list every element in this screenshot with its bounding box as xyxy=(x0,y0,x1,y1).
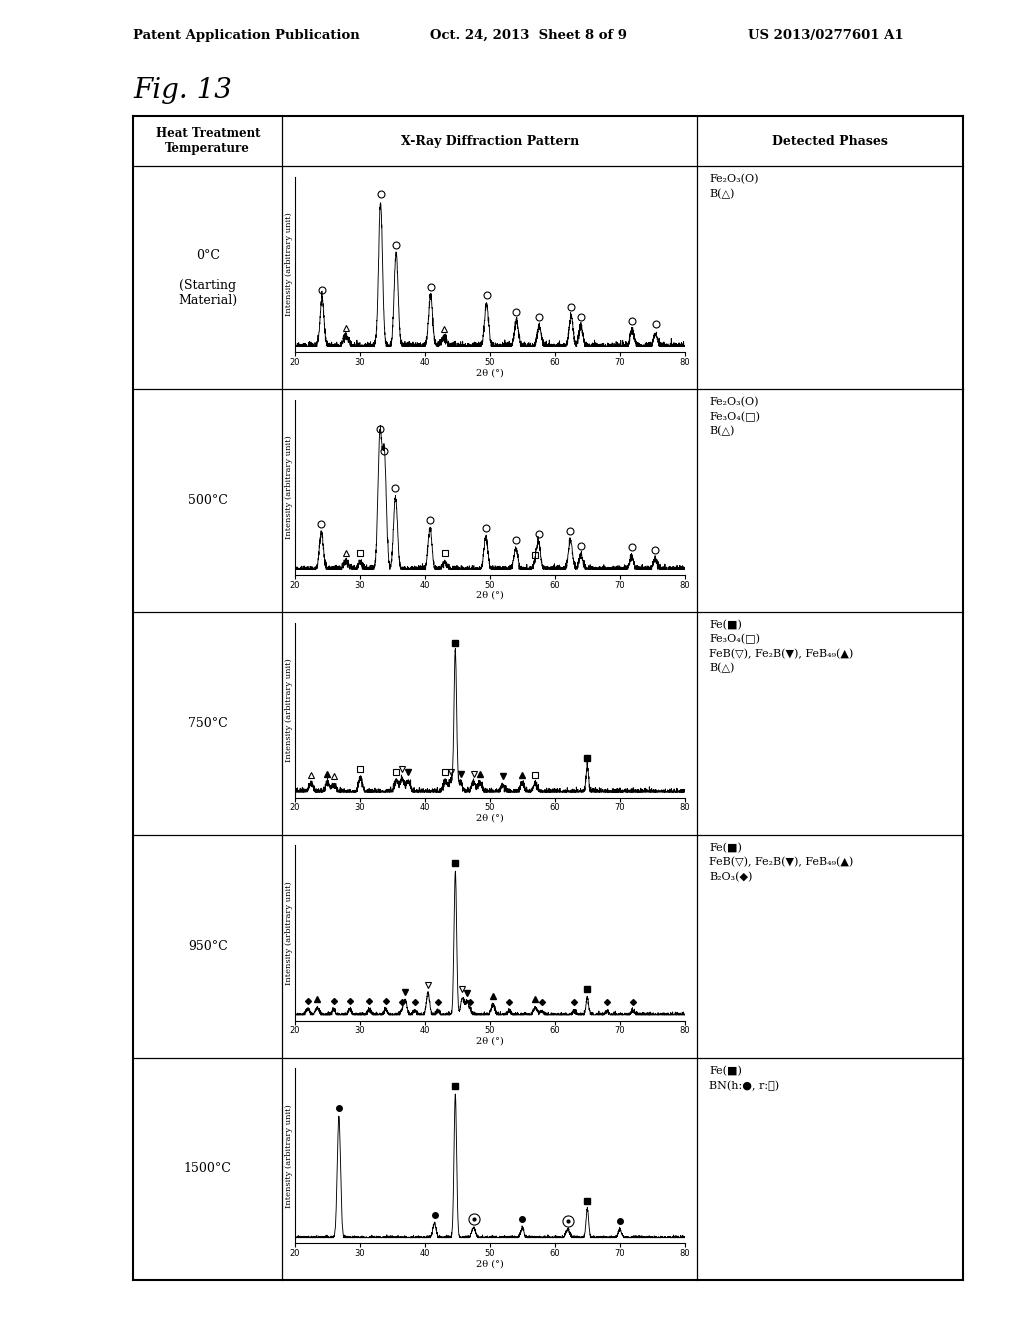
Text: Patent Application Publication: Patent Application Publication xyxy=(133,29,359,42)
Text: Fe(■)
Fe₃O₄(□)
FeB(▽), Fe₂B(▼), FeB₄₉(▲)
B(△): Fe(■) Fe₃O₄(□) FeB(▽), Fe₂B(▼), FeB₄₉(▲)… xyxy=(710,620,854,673)
Text: 500°C: 500°C xyxy=(187,494,227,507)
Y-axis label: Intensity (arbitrary unit): Intensity (arbitrary unit) xyxy=(286,659,293,762)
Text: X-Ray Diffraction Pattern: X-Ray Diffraction Pattern xyxy=(400,135,579,148)
Text: Oct. 24, 2013  Sheet 8 of 9: Oct. 24, 2013 Sheet 8 of 9 xyxy=(430,29,627,42)
Y-axis label: Intensity (arbitrary unit): Intensity (arbitrary unit) xyxy=(286,436,293,539)
X-axis label: 2θ (°): 2θ (°) xyxy=(476,1036,504,1045)
Text: Fe(■)
FeB(▽), Fe₂B(▼), FeB₄₉(▲)
B₂O₃(◆): Fe(■) FeB(▽), Fe₂B(▼), FeB₄₉(▲) B₂O₃(◆) xyxy=(710,842,854,882)
Text: 950°C: 950°C xyxy=(187,940,227,953)
Text: Fe(■)
BN(h:●, r:Ⓡ): Fe(■) BN(h:●, r:Ⓡ) xyxy=(710,1065,779,1090)
Y-axis label: Intensity (arbitrary unit): Intensity (arbitrary unit) xyxy=(286,1104,293,1208)
X-axis label: 2θ (°): 2θ (°) xyxy=(476,813,504,822)
Text: Heat Treatment
Temperature: Heat Treatment Temperature xyxy=(156,127,260,156)
Text: Fe₂O₃(O)
Fe₃O₄(□)
B(△): Fe₂O₃(O) Fe₃O₄(□) B(△) xyxy=(710,397,761,437)
Text: Fe₂O₃(O)
B(△): Fe₂O₃(O) B(△) xyxy=(710,174,759,199)
Text: 1500°C: 1500°C xyxy=(184,1163,231,1176)
X-axis label: 2θ (°): 2θ (°) xyxy=(476,591,504,599)
Y-axis label: Intensity (arbitrary unit): Intensity (arbitrary unit) xyxy=(286,882,293,985)
Text: US 2013/0277601 A1: US 2013/0277601 A1 xyxy=(748,29,903,42)
Text: 0°C

(Starting
Material): 0°C (Starting Material) xyxy=(178,248,238,306)
Text: Fig. 13: Fig. 13 xyxy=(133,77,232,103)
Text: 750°C: 750°C xyxy=(187,717,227,730)
Y-axis label: Intensity (arbitrary unit): Intensity (arbitrary unit) xyxy=(286,213,293,317)
X-axis label: 2θ (°): 2θ (°) xyxy=(476,1259,504,1269)
X-axis label: 2θ (°): 2θ (°) xyxy=(476,368,504,378)
Text: Detected Phases: Detected Phases xyxy=(772,135,888,148)
